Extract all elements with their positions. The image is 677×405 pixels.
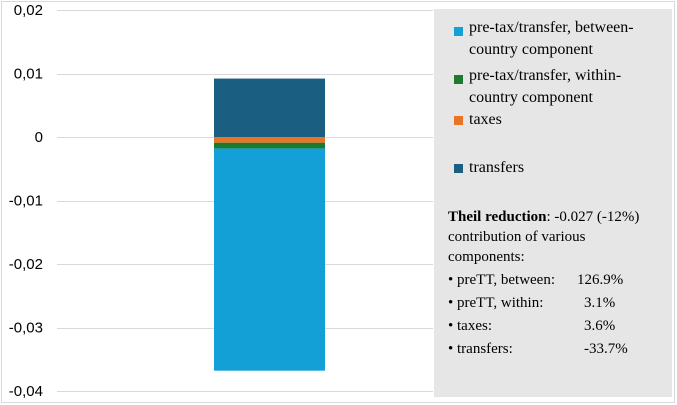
contrib-row-between: • preTT, between: 126.9% xyxy=(448,270,668,290)
y-tick-label: -0,03 xyxy=(9,320,43,337)
legend-swatch-taxes xyxy=(454,116,463,125)
contrib-label-within: • preTT, within: xyxy=(448,295,544,311)
contrib-label-between: • preTT, between: xyxy=(448,272,556,288)
contrib-row-taxes: • taxes: 3.6% xyxy=(448,316,668,336)
legend-swatch-within xyxy=(454,75,463,84)
contrib-label-transfers: • transfers: xyxy=(448,341,513,357)
contribution-heading-2: components: xyxy=(448,249,525,265)
legend-item-within: pre-tax/transfer, within-country compone… xyxy=(434,65,672,111)
bar-segment-between xyxy=(214,148,325,371)
contrib-value-taxes: 3.6% xyxy=(584,318,616,334)
y-tick-label: 0 xyxy=(35,129,43,146)
theil-reduction-line: Theil reduction: -0.027 (-12%) xyxy=(448,207,668,227)
y-tick-label: -0,02 xyxy=(9,256,43,273)
contribution-heading-1: contribution of various xyxy=(448,229,586,245)
y-tick-label: 0,02 xyxy=(14,2,43,19)
contrib-label-taxes: • taxes: xyxy=(448,318,492,334)
theil-notes: Theil reduction: -0.027 (-12%) contribut… xyxy=(448,207,668,359)
y-tick-label: 0,01 xyxy=(14,66,43,83)
legend-item-transfers: transfers xyxy=(434,157,672,181)
bar-segment-taxes xyxy=(214,137,325,143)
theil-reduction-label: Theil reduction xyxy=(448,209,547,225)
contrib-value-transfers: -33.7% xyxy=(584,341,628,357)
contrib-row-within: • preTT, within: 3.1% xyxy=(448,293,668,313)
theil-reduction-value: : -0.027 (-12%) xyxy=(546,209,640,225)
legend-label-taxes: taxes xyxy=(469,111,502,128)
legend-label-transfers: transfers xyxy=(469,159,525,176)
legend-panel: pre-tax/transfer, between-country compon… xyxy=(434,9,672,397)
legend-swatch-transfers xyxy=(454,164,463,173)
y-tick-label: -0,01 xyxy=(9,193,43,210)
legend-label-within: pre-tax/transfer, within-country compone… xyxy=(469,67,622,106)
bar-segment-within xyxy=(214,142,325,149)
legend-swatch-between xyxy=(454,27,463,36)
legend-label-between: pre-tax/transfer, between-country compon… xyxy=(469,19,634,58)
contrib-value-between: 126.9% xyxy=(577,272,624,288)
bar-segment-transfers xyxy=(214,78,325,137)
legend-item-between: pre-tax/transfer, between-country compon… xyxy=(434,17,672,63)
contrib-value-within: 3.1% xyxy=(584,295,616,311)
contrib-row-transfers: • transfers: -33.7% xyxy=(448,339,668,359)
legend-item-taxes: taxes xyxy=(434,109,672,133)
y-tick-label: -0,04 xyxy=(9,383,43,400)
